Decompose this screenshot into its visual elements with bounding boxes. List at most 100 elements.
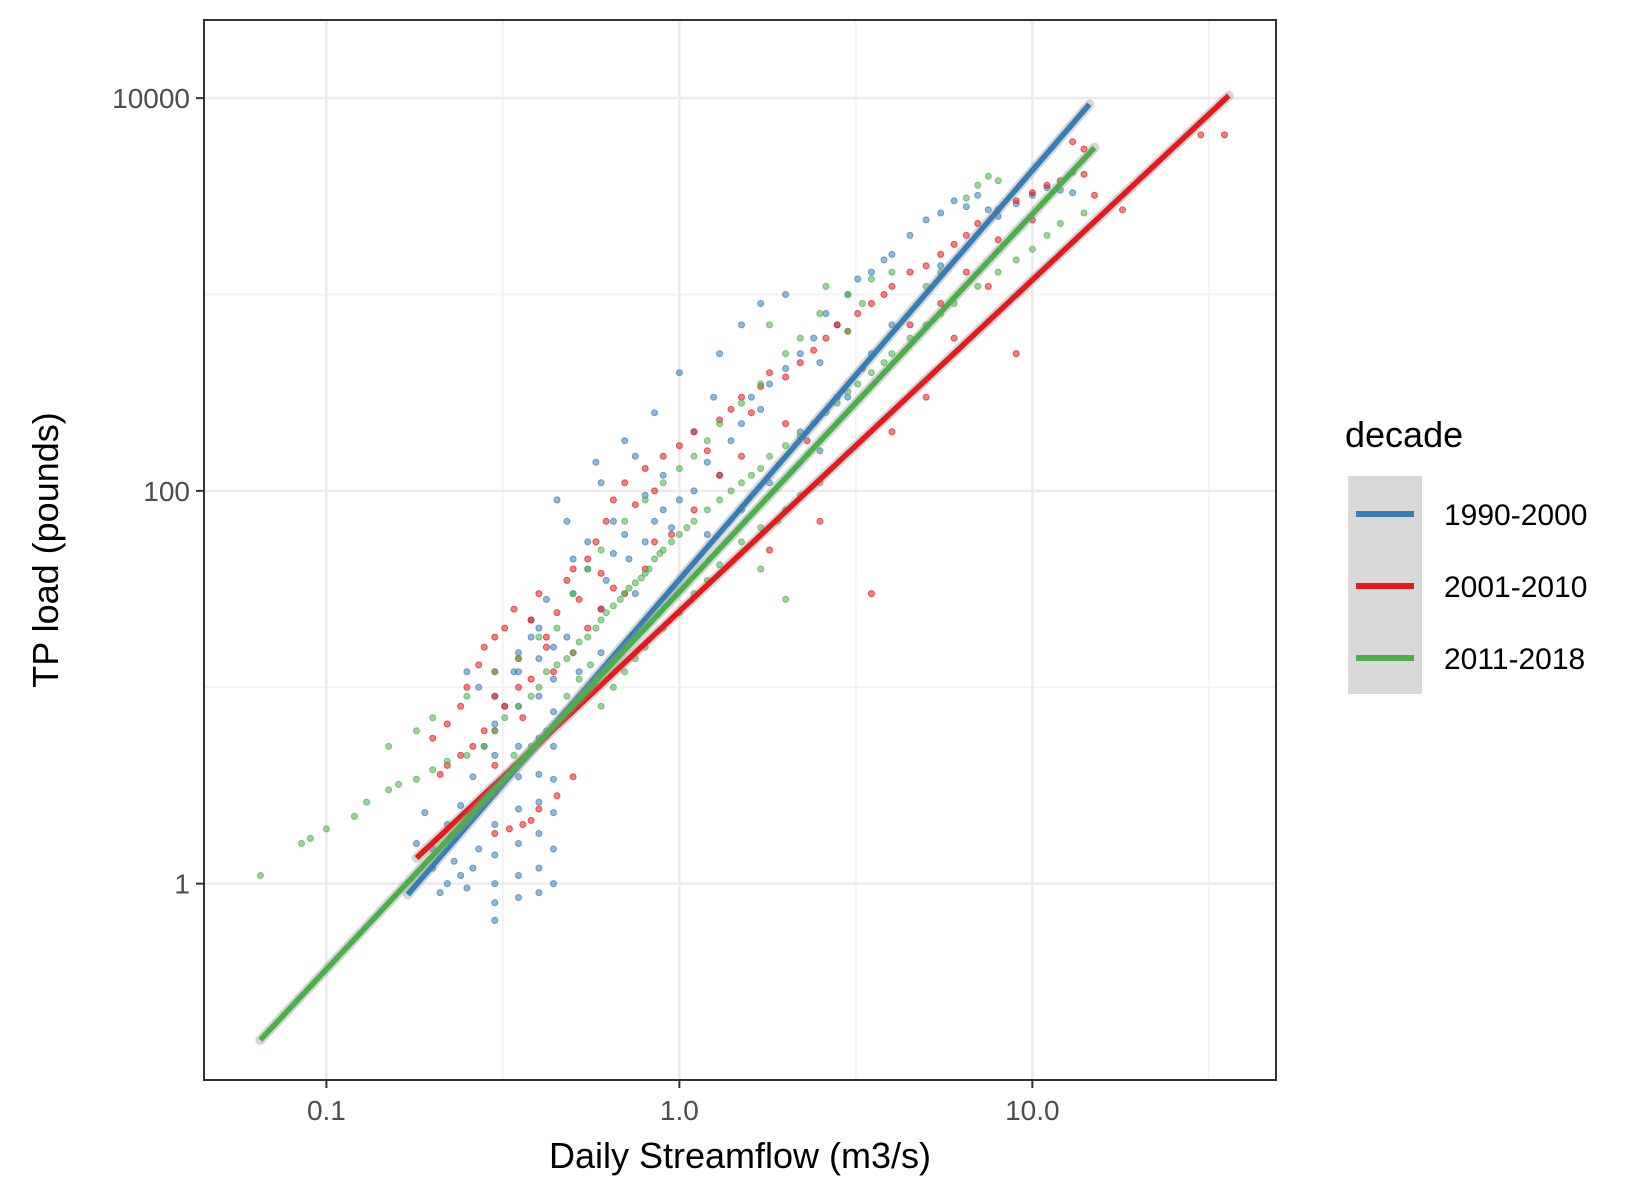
data-point <box>609 550 617 557</box>
data-point <box>716 561 724 569</box>
data-point <box>609 517 617 525</box>
data-point <box>480 727 488 735</box>
data-point <box>962 194 970 202</box>
data-point <box>542 633 550 641</box>
data-point <box>457 872 465 879</box>
data-point <box>716 496 724 504</box>
data-point <box>463 884 471 892</box>
data-point <box>621 437 629 445</box>
data-point <box>675 465 683 472</box>
data-point <box>854 310 862 317</box>
data-point <box>796 334 804 342</box>
data-point <box>683 524 691 532</box>
data-point <box>880 256 888 264</box>
data-point <box>675 531 683 538</box>
data-point <box>527 633 535 641</box>
data-point <box>962 268 970 276</box>
data-point <box>782 442 790 450</box>
grid-minor <box>204 20 1276 1080</box>
data-point <box>469 773 477 781</box>
data-point <box>1080 145 1088 153</box>
data-point <box>922 216 930 224</box>
data-point <box>906 231 914 239</box>
data-point <box>888 321 896 329</box>
data-point <box>668 524 675 532</box>
data-point <box>515 773 522 781</box>
data-point <box>515 742 522 750</box>
data-point <box>563 655 571 663</box>
data-point <box>994 177 1002 185</box>
data-point <box>727 487 735 495</box>
data-point <box>584 565 592 573</box>
x-tick-label: 0.1 <box>307 1095 346 1126</box>
data-point <box>880 291 888 298</box>
data-point <box>766 321 773 329</box>
data-point <box>609 584 617 592</box>
legend-label-2011-2018: 2011-2018 <box>1444 643 1585 676</box>
data-point <box>738 420 745 428</box>
data-point <box>527 616 535 624</box>
data-point <box>703 506 711 514</box>
data-point <box>535 770 543 778</box>
data-point <box>950 334 958 342</box>
data-point <box>690 452 698 460</box>
data-point <box>888 428 896 436</box>
data-point <box>641 496 649 504</box>
data-point <box>867 300 875 307</box>
data-point <box>609 496 617 504</box>
data-point <box>1220 131 1228 139</box>
data-point <box>256 872 264 879</box>
data-point <box>469 864 477 872</box>
data-point <box>491 720 499 728</box>
data-point <box>575 675 583 683</box>
data-point <box>888 282 896 290</box>
data-point <box>651 538 658 546</box>
data-point <box>738 479 745 487</box>
data-point <box>994 236 1002 244</box>
data-point <box>429 714 437 722</box>
data-point <box>542 595 550 603</box>
data-point <box>322 825 330 833</box>
data-point <box>880 359 888 367</box>
data-point <box>597 605 605 613</box>
data-point <box>584 538 592 546</box>
data-point <box>974 220 982 227</box>
data-point <box>690 487 698 495</box>
data-point <box>515 655 522 663</box>
data-point <box>962 231 970 239</box>
data-point <box>833 321 841 329</box>
x-axis-title: Daily Streamflow (m3/s) <box>549 1135 931 1176</box>
data-point <box>1012 197 1020 205</box>
data-point <box>690 517 698 525</box>
data-point <box>816 517 824 525</box>
data-point <box>747 409 755 417</box>
data-point <box>602 576 610 584</box>
data-point <box>631 452 639 460</box>
data-point <box>1028 189 1036 197</box>
data-point <box>668 538 675 546</box>
data-point <box>757 465 765 472</box>
data-point <box>631 501 639 509</box>
data-point <box>597 569 605 577</box>
data-point <box>716 420 724 428</box>
data-point <box>491 916 499 924</box>
data-point <box>738 452 745 460</box>
data-point <box>480 643 488 651</box>
data-point <box>550 880 557 888</box>
data-point <box>625 555 633 563</box>
data-point <box>796 350 804 358</box>
data-point <box>469 742 477 750</box>
data-point <box>659 479 667 487</box>
data-point <box>645 565 653 573</box>
x-tick-label: 10.0 <box>1005 1095 1060 1126</box>
data-point <box>563 517 571 525</box>
data-point <box>515 840 522 847</box>
data-point <box>974 282 982 290</box>
data-point <box>510 751 518 759</box>
data-point <box>443 757 451 765</box>
data-point <box>569 649 577 657</box>
data-point <box>563 633 571 641</box>
data-point <box>550 845 557 853</box>
fit-line-2011-2018 <box>258 145 1097 1042</box>
data-point <box>535 590 543 598</box>
